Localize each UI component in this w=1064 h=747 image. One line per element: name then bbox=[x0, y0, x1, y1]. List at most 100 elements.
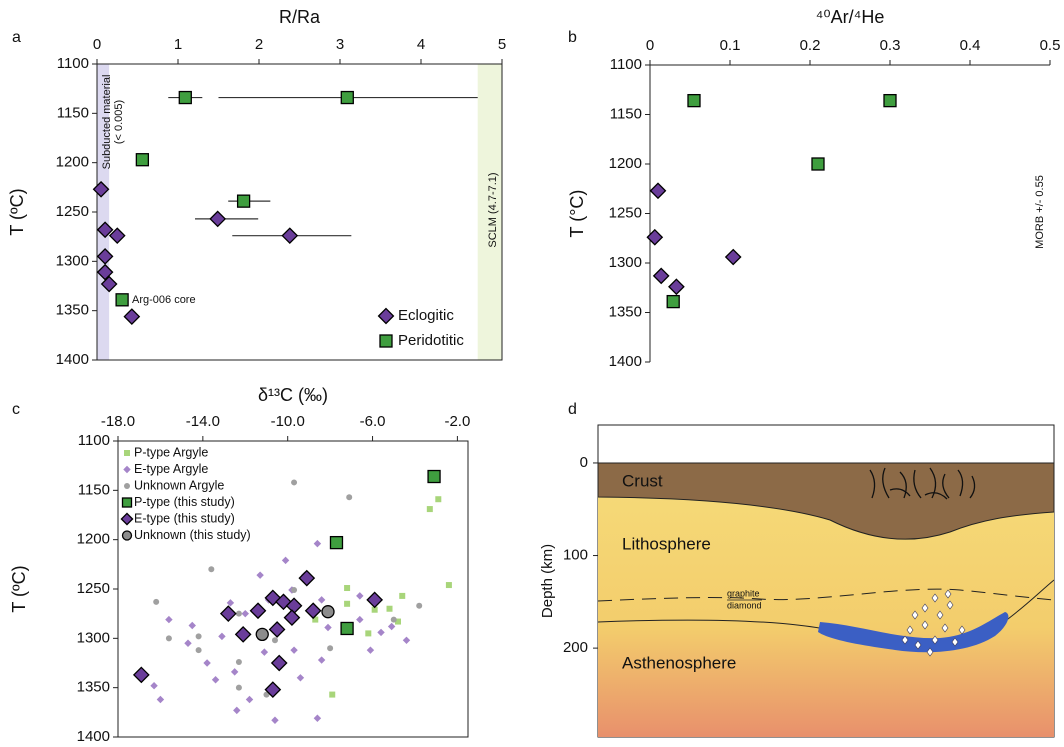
marker-diamond bbox=[281, 556, 290, 565]
marker-diamond bbox=[366, 591, 384, 609]
marker-diamond bbox=[646, 228, 664, 246]
marker-diamond bbox=[188, 621, 196, 630]
layer-label: Lithosphere bbox=[622, 534, 711, 553]
marker-circle bbox=[271, 637, 278, 644]
marker-diamond bbox=[245, 695, 254, 704]
marker-diamond bbox=[313, 714, 322, 722]
marker-square bbox=[329, 535, 344, 550]
y-tick-label: 1100 bbox=[610, 56, 642, 73]
panel-letter: c bbox=[12, 401, 20, 418]
marker-diamond bbox=[230, 668, 239, 676]
legend-label: Peridotitic bbox=[398, 332, 464, 349]
crust-fracture bbox=[969, 475, 976, 499]
marker-diamond bbox=[402, 636, 411, 645]
marker-diamond bbox=[211, 676, 220, 684]
marker-circle bbox=[124, 483, 130, 489]
legend-label: Unknown (this study) bbox=[134, 528, 251, 542]
layer-label: diamond bbox=[727, 600, 762, 610]
diamond-crystal bbox=[931, 635, 939, 645]
y-tick-label: 1400 bbox=[77, 728, 110, 745]
x-tick-label: 0.4 bbox=[960, 37, 981, 54]
diamond-crystal bbox=[901, 635, 909, 645]
x-tick-label: -10.0 bbox=[271, 413, 305, 430]
marker-diamond bbox=[377, 628, 385, 637]
y-tick-label: 1300 bbox=[77, 629, 110, 646]
melt-zone bbox=[818, 612, 1009, 653]
y-tick-label: 1350 bbox=[77, 679, 110, 696]
graphite-diamond-boundary bbox=[597, 588, 1055, 602]
x-tick-label: -14.0 bbox=[186, 413, 220, 430]
marker-square bbox=[427, 469, 441, 484]
legend-label: E-type Argyle bbox=[134, 462, 208, 476]
legend-label: Unknown Argyle bbox=[134, 478, 224, 492]
marker-diamond bbox=[356, 615, 364, 624]
x-tick-label: -18.0 bbox=[101, 413, 135, 430]
marker-circle bbox=[235, 684, 242, 691]
crust-fracture bbox=[929, 467, 937, 499]
legend-label: Eclogitic bbox=[398, 307, 454, 324]
x-tick-label: 4 bbox=[417, 36, 425, 53]
layer-label: Crust bbox=[622, 471, 663, 490]
marker-square bbox=[687, 93, 701, 108]
y-tick-label: 1250 bbox=[56, 203, 89, 220]
marker-diamond bbox=[96, 221, 114, 239]
marker-diamond bbox=[249, 602, 267, 620]
annotation: MORB +/- 0.55 bbox=[1034, 175, 1046, 249]
marker-square bbox=[344, 600, 351, 607]
marker-diamond bbox=[92, 180, 110, 198]
band-label: (< 0.005) bbox=[113, 100, 125, 144]
marker-square bbox=[365, 630, 372, 637]
y-tick-label: 200 bbox=[563, 639, 588, 656]
marker-circle bbox=[327, 645, 334, 652]
diamond-crystal bbox=[931, 593, 939, 603]
y-tick-label: 1100 bbox=[78, 432, 110, 449]
marker-circle bbox=[291, 586, 298, 593]
y-tick-label: 1150 bbox=[78, 481, 110, 498]
marker-square bbox=[666, 294, 680, 309]
y-tick-label: 1150 bbox=[57, 104, 89, 121]
y-axis-title: T (ºC) bbox=[7, 188, 27, 235]
legend-label: P-type Argyle bbox=[134, 445, 208, 459]
marker-diamond bbox=[317, 596, 326, 604]
marker-diamond bbox=[209, 210, 227, 228]
marker-circle bbox=[165, 635, 172, 642]
y-tick-label: 1350 bbox=[609, 303, 642, 320]
y-tick-label: 1250 bbox=[609, 204, 642, 221]
y-tick-label: 1300 bbox=[56, 252, 89, 269]
crust-fracture bbox=[889, 488, 911, 497]
marker-circle bbox=[235, 659, 242, 666]
crust-fracture bbox=[957, 469, 964, 497]
layer-label: graphite bbox=[727, 588, 760, 598]
marker-diamond bbox=[724, 248, 742, 266]
y-axis-title: Depth (km) bbox=[539, 544, 556, 618]
legend-label: E-type (this study) bbox=[134, 511, 235, 525]
marker-circle bbox=[390, 616, 397, 623]
marker-diamond bbox=[281, 227, 299, 245]
marker-diamond bbox=[184, 639, 192, 647]
diamond-crystal bbox=[921, 603, 929, 613]
y-tick-label: 1250 bbox=[77, 580, 110, 597]
marker-diamond bbox=[219, 605, 237, 623]
marker-square bbox=[236, 194, 251, 208]
marker-diamond bbox=[120, 512, 134, 526]
y-tick-label: 1350 bbox=[56, 302, 89, 319]
marker-diamond bbox=[100, 275, 118, 293]
marker-diamond bbox=[132, 666, 150, 684]
marker-diamond bbox=[226, 599, 235, 607]
marker-diamond bbox=[268, 621, 286, 638]
y-tick-label: 0 bbox=[580, 454, 588, 471]
x-tick-label: 0 bbox=[646, 37, 654, 54]
marker-diamond bbox=[233, 706, 241, 715]
y-tick-label: 100 bbox=[563, 547, 588, 564]
x-tick-label: -6.0 bbox=[360, 413, 386, 430]
panel-letter: b bbox=[568, 29, 577, 46]
y-axis-title: T (ºC) bbox=[9, 565, 29, 612]
marker-circle bbox=[153, 598, 160, 605]
marker-diamond bbox=[366, 646, 375, 654]
diamond-crystal bbox=[906, 625, 914, 635]
marker-circle bbox=[346, 494, 353, 501]
marker-diamond bbox=[313, 539, 322, 548]
marker-diamond bbox=[123, 465, 131, 474]
marker-square bbox=[883, 93, 897, 108]
marker-diamond bbox=[283, 609, 301, 626]
